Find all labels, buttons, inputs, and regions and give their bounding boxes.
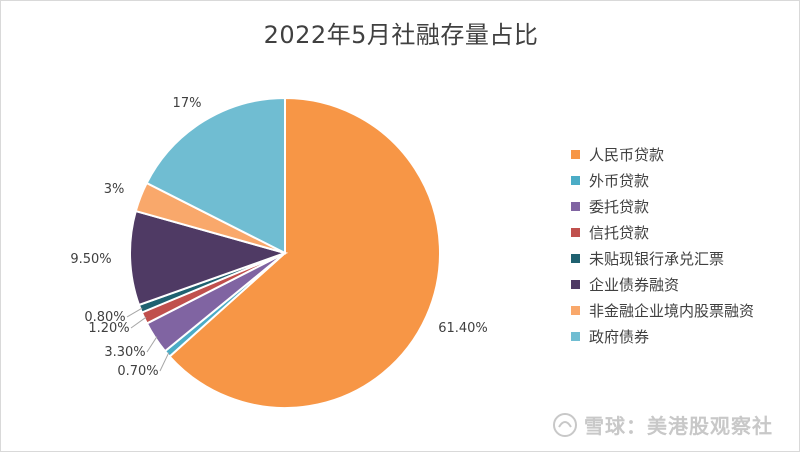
leader-line (126, 307, 143, 318)
legend-swatch (571, 175, 580, 185)
legend-label: 非金融企业境内股票融资 (589, 301, 755, 320)
chart-title: 2022年5月社融存量占比 (263, 21, 539, 49)
pie-data-label: 0.80% (84, 310, 125, 325)
watermark-text: 雪球：美港股观察社 (584, 414, 773, 438)
legend: 人民币贷款 外币贷款 委托贷款 信托贷款 未贴现银行承兑汇票 企业债券融资 非金… (571, 141, 754, 349)
legend-swatch (571, 227, 580, 237)
pie-slice[interactable] (168, 96, 441, 409)
pie-data-label: 3.30% (104, 345, 145, 360)
pie-data-label: 3% (104, 182, 125, 197)
legend-item[interactable]: 政府债券 (571, 323, 754, 349)
legend-swatch (571, 149, 580, 159)
legend-swatch (571, 253, 580, 263)
pie-slices (129, 96, 441, 409)
legend-swatch (571, 201, 580, 211)
legend-swatch (571, 331, 580, 341)
legend-swatch (571, 305, 580, 315)
legend-label: 企业债券融资 (589, 275, 680, 294)
leader-line (130, 316, 147, 329)
legend-item[interactable]: 未贴现银行承兑汇票 (571, 245, 754, 271)
legend-swatch (571, 279, 580, 289)
snowball-logo-icon (553, 412, 577, 437)
legend-item[interactable]: 企业债券融资 (571, 271, 754, 297)
pie-data-label: 17% (173, 96, 202, 111)
leader-line (159, 352, 170, 372)
legend-label: 外币贷款 (589, 171, 650, 190)
legend-label: 未贴现银行承兑汇票 (589, 249, 725, 268)
legend-label: 信托贷款 (589, 223, 650, 242)
legend-item[interactable]: 外币贷款 (571, 167, 754, 193)
label-leader-lines (126, 307, 170, 372)
legend-item[interactable]: 委托贷款 (571, 193, 754, 219)
legend-label: 委托贷款 (589, 197, 650, 216)
legend-item[interactable]: 信托贷款 (571, 219, 754, 245)
legend-item[interactable]: 非金融企业境内股票融资 (571, 297, 754, 323)
pie-data-label: 0.70% (117, 364, 158, 379)
pie-data-label: 9.50% (70, 252, 111, 267)
leader-line (146, 336, 158, 353)
legend-label: 人民币贷款 (589, 145, 665, 164)
legend-label: 政府债券 (589, 327, 650, 346)
pie-data-label: 61.40% (438, 321, 488, 336)
legend-item[interactable]: 人民币贷款 (571, 141, 754, 167)
pie-data-label: 1.20% (88, 321, 129, 336)
pie-data-labels: 61.40% 0.70% 3.30% 1.20%0.80% 9.50% 3% 17% (70, 96, 487, 379)
pie-slice[interactable] (129, 209, 289, 307)
pie-slice[interactable] (145, 96, 286, 255)
watermark: 雪球：美港股观察社 (552, 410, 773, 439)
